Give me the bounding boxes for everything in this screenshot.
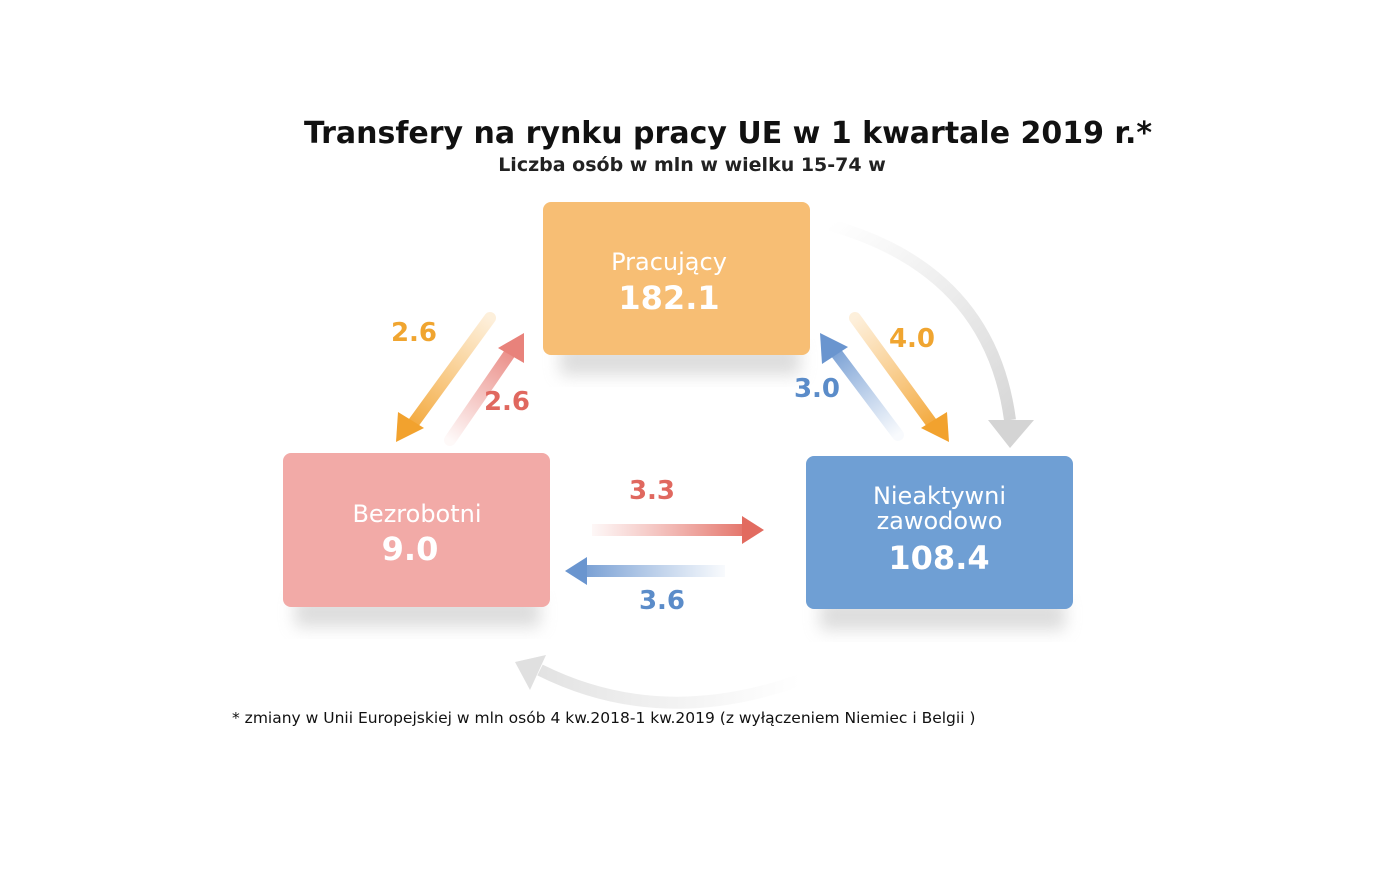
- arrow-head: [565, 557, 587, 585]
- node-label-wrap: Nieaktywni zawodowo: [872, 484, 1007, 535]
- node-label: Nieaktywni zawodowo: [872, 484, 1007, 535]
- arrow-head: [396, 412, 424, 442]
- cycle-arrow: [828, 219, 1016, 421]
- flow-arrow: [406, 312, 496, 431]
- arrow-head: [921, 412, 949, 442]
- flow-label: 3.0: [794, 374, 840, 404]
- flow-arrow: [444, 344, 518, 446]
- footnote: * zmiany w Unii Europejskiej w mln osób …: [232, 709, 975, 727]
- node-box: [806, 456, 1073, 609]
- arrow-head: [515, 655, 546, 690]
- node-label: Bezrobotni: [352, 500, 481, 528]
- node-value: 9.0: [382, 530, 439, 568]
- flow-label: 3.3: [629, 476, 675, 506]
- flow-label: 2.6: [391, 318, 437, 348]
- node-box: [543, 202, 810, 355]
- title: Transfery na rynku pracy UE w 1 kwartale…: [304, 116, 1152, 151]
- arrow-head: [988, 420, 1034, 448]
- flow-arrow: [849, 312, 939, 431]
- flow-label: 4.0: [889, 324, 935, 354]
- flow-label: 3.6: [639, 586, 685, 616]
- flow-arrow: [828, 344, 904, 441]
- subtitle: Liczba osób w mln w wielku 15-74 w: [498, 154, 886, 176]
- node-box: [283, 453, 550, 607]
- cycle-arrow: [537, 664, 803, 709]
- node-label: Pracujący: [611, 248, 727, 276]
- node-value: 182.1: [618, 279, 719, 317]
- arrow-head: [742, 516, 764, 544]
- node-value: 108.4: [888, 539, 989, 577]
- flow-label: 2.6: [484, 387, 530, 417]
- arrow-head: [820, 333, 848, 364]
- arrow-head: [498, 333, 524, 363]
